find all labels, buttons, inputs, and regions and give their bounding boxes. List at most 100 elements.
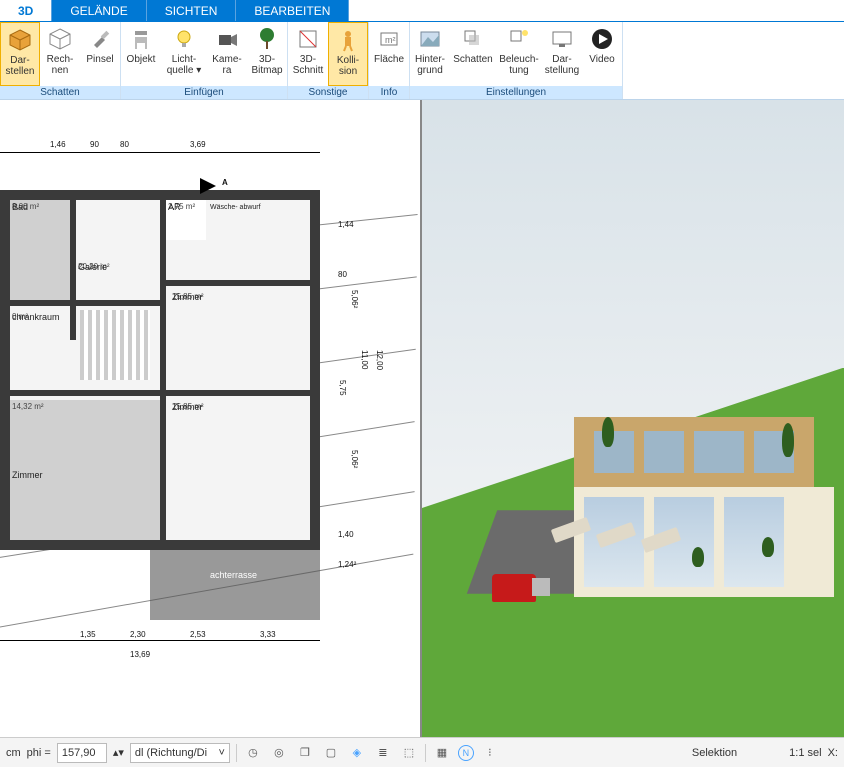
shadow-icon [460,26,486,52]
tab-3d[interactable]: 3D [0,0,52,21]
group-label-info: Info [369,86,409,99]
stepper-icon[interactable]: ▴▾ [113,746,124,759]
dim-r-8: 1,24² [338,560,356,569]
bulb-icon [171,26,197,52]
dim-r-6: 5,06² [350,450,359,468]
ribbon-tab-bar: 3D GELÄNDE SICHTEN BEARBEITEN [0,0,844,22]
pinsel-label: Pinsel [86,54,113,65]
dim-r-0: 1,44 [338,220,354,229]
unit-label: cm [6,747,21,759]
tab-bearbeiten[interactable]: BEARBEITEN [236,0,349,21]
room-zimmer1: Zimmer 15,85 m² [170,290,300,390]
kamera-label: Kame- ra [212,54,241,76]
ribbon-group-sonstige: 3D- Schnitt Kolli- sion Sonstige [288,22,369,99]
selection-label: Selektion [692,747,737,759]
room-ar: AR 2,75 m² [166,200,206,240]
dim-b-4: 13,69 [130,650,150,659]
hintergrund-label: Hinter- grund [415,54,445,76]
3dschnitt-button[interactable]: 3D- Schnitt [288,22,328,86]
person-icon [335,27,361,53]
svg-text:m²: m² [385,35,396,45]
lichtquelle-button[interactable]: Licht- quelle ▾ [161,22,207,86]
floorplan-walls: Bad 8,00 m² AR 2,75 m² Wäsche- abwurf Ga… [0,190,320,550]
group-label-schatten: Schatten [0,86,120,99]
objekt-button[interactable]: Objekt [121,22,161,86]
bg-icon [417,26,443,52]
layers-icon[interactable]: ❐ [295,743,315,763]
tab-gelaende[interactable]: GELÄNDE [52,0,146,21]
cursor-icon[interactable]: ⁝ [480,743,500,763]
cube-icon [7,27,33,53]
hintergrund-button[interactable]: Hinter- grund [410,22,450,86]
rechnen-button[interactable]: Rech- nen [40,22,80,86]
group-label-einstellungen: Einstellungen [410,86,622,99]
schatten-button[interactable]: Schatten [450,22,496,86]
video-button[interactable]: Video [582,22,622,86]
3dbitmap-label: 3D- Bitmap [251,54,282,76]
camera-icon [214,26,240,52]
objekt-label: Objekt [127,54,156,65]
chair-icon [128,26,154,52]
stack-icon[interactable]: ≣ [373,743,393,763]
darstellung-label: Dar- stellung [545,54,579,76]
dim-b-0: 1,35 [80,630,96,639]
3d-viewport[interactable] [422,100,844,737]
light-icon [506,26,532,52]
ribbon-group-info: m² Fläche Info [369,22,410,99]
3d-plant [692,547,704,567]
group-label-sonstige: Sonstige [288,86,368,99]
3d-mower [492,574,536,602]
section-marker-a [200,178,220,194]
dim-top-2: 1,46 [50,140,66,149]
floorplan-viewport[interactable]: 2,20 80 1,46 90 80 3,69 Bad 8,00 m [0,100,422,737]
dim-b-2: 2,53 [190,630,206,639]
waesche-label: Wäsche- abwurf [210,204,261,211]
main-split-view: 2,20 80 1,46 90 80 3,69 Bad 8,00 m [0,100,844,737]
kollision-button[interactable]: Kolli- sion [328,22,368,86]
3dbitmap-button[interactable]: 3D- Bitmap [247,22,287,86]
diamond-icon[interactable]: ◈ [347,743,367,763]
ribbon-group-schatten: Dar- stellen Rech- nen Pinsel Schatten [0,22,121,99]
room-galerie: Galerie 20,20 m² [76,260,160,300]
brush-icon [87,26,113,52]
kamera-button[interactable]: Kame- ra [207,22,247,86]
beleuchtung-button[interactable]: Beleuch- tung [496,22,542,86]
flaeche-label: Fläche [374,54,404,65]
dim-b-3: 3,33 [260,630,276,639]
dim-r-7: 1,40 [338,530,354,539]
ribbon-group-einfuegen: Objekt Licht- quelle ▾ Kame- ra 3D- Bitm… [121,22,288,99]
phi-input[interactable]: 157,90 [57,743,107,763]
play-icon [589,26,615,52]
darstellen-button[interactable]: Dar- stellen [0,22,40,86]
tree-icon [254,26,280,52]
room-schrank: chrankraum 0 m² [10,310,70,380]
pinsel-button[interactable]: Pinsel [80,22,120,86]
3d-plant [762,537,774,557]
target-icon[interactable]: ◎ [269,743,289,763]
tab-sichten[interactable]: SICHTEN [147,0,237,21]
section-label-a: A [222,178,228,187]
area-icon: m² [376,26,402,52]
display-icon [549,26,575,52]
dim-top-5: 3,69 [190,140,206,149]
status-bar: cm phi = 157,90 ▴▾ dl (Richtung/Di˅ ◷ ◎ … [0,737,844,767]
dim-b-1: 2,30 [130,630,146,639]
clock-icon[interactable]: ◷ [243,743,263,763]
darstellen-label: Dar- stellen [6,55,35,77]
box-icon[interactable]: ▢ [321,743,341,763]
darstellung-button[interactable]: Dar- stellung [542,22,582,86]
dim-r-1: 80 [338,270,347,279]
cube2-icon[interactable]: ⬚ [399,743,419,763]
ratio-label: 1:1 sel [789,747,821,759]
grid-icon[interactable]: ▦ [432,743,452,763]
dim-r-2: 5,06² [350,290,359,308]
mode-dropdown[interactable]: dl (Richtung/Di˅ [130,743,230,763]
n-icon[interactable]: N [458,745,474,761]
schatten-label: Schatten [453,54,492,65]
dim-r-5: 12,00 [375,350,384,370]
dim-top-3: 90 [90,140,99,149]
3dschnitt-label: 3D- Schnitt [293,54,324,76]
flaeche-button[interactable]: m² Fläche [369,22,409,86]
section-icon [295,26,321,52]
terrace-block [150,550,320,620]
